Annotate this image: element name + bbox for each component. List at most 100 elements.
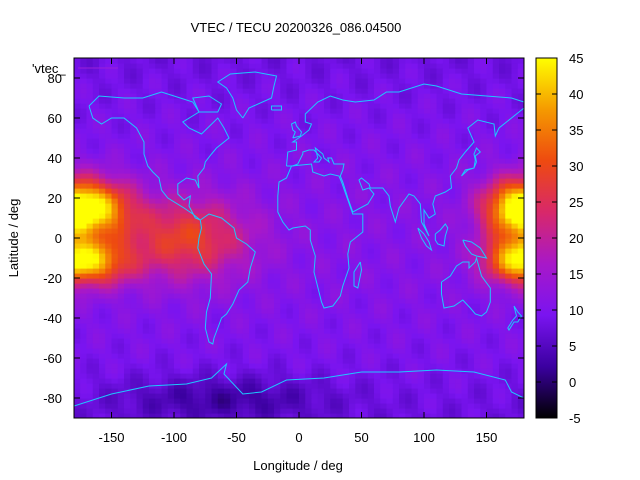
- heat-cell: [180, 278, 188, 284]
- heat-cell: [230, 238, 238, 244]
- heat-cell: [86, 248, 94, 254]
- heat-cell: [361, 373, 369, 379]
- heat-cell: [430, 178, 438, 184]
- heat-cell: [167, 88, 175, 94]
- heat-cell: [74, 383, 81, 389]
- heat-cell: [117, 193, 125, 199]
- heat-cell: [424, 248, 431, 254]
- heat-cell: [105, 298, 113, 304]
- heat-cell: [117, 403, 125, 409]
- heat-cell: [305, 338, 313, 344]
- heat-cell: [124, 213, 131, 219]
- heat-cell: [199, 218, 206, 224]
- heat-cell: [317, 133, 325, 139]
- heat-cell: [392, 313, 400, 319]
- heat-cell: [430, 238, 438, 244]
- heat-cell: [336, 148, 344, 154]
- heat-cell: [274, 178, 281, 184]
- heat-cell: [236, 408, 244, 414]
- heat-cell: [430, 248, 438, 254]
- heat-cell: [292, 153, 300, 159]
- heat-cell: [249, 168, 256, 174]
- heat-cell: [149, 323, 156, 329]
- heat-cell: [499, 293, 506, 299]
- heat-cell: [111, 148, 119, 154]
- heat-cell: [405, 88, 413, 94]
- heat-cell: [80, 278, 88, 284]
- heat-cell: [399, 378, 406, 384]
- heat-cell: [124, 353, 131, 359]
- heat-cell: [292, 243, 300, 249]
- heat-cell: [374, 178, 381, 184]
- heat-cell: [280, 303, 288, 309]
- heat-cell: [467, 98, 475, 104]
- heat-cell: [174, 298, 181, 304]
- heat-cell: [205, 363, 213, 369]
- heat-cell: [217, 403, 225, 409]
- heat-cell: [336, 278, 344, 284]
- heat-cell: [411, 163, 419, 169]
- heat-cell: [324, 238, 331, 244]
- heat-cell: [430, 323, 438, 329]
- heat-cell: [105, 243, 113, 249]
- heat-cell: [280, 123, 288, 129]
- heat-cell: [324, 98, 331, 104]
- heat-cell: [486, 258, 494, 264]
- heat-cell: [380, 118, 388, 124]
- heat-cell: [474, 378, 481, 384]
- heat-cell: [405, 278, 413, 284]
- heat-cell: [330, 248, 338, 254]
- heat-cell: [111, 343, 119, 349]
- heat-cell: [355, 328, 363, 334]
- heat-cell: [261, 198, 269, 204]
- heat-cell: [105, 348, 113, 354]
- heat-cell: [192, 353, 200, 359]
- heat-cell: [324, 378, 331, 384]
- heat-cell: [355, 133, 363, 139]
- heat-cell: [211, 183, 219, 189]
- heat-cell: [80, 373, 88, 379]
- heat-cell: [349, 323, 356, 329]
- heat-cell: [449, 83, 456, 89]
- heat-cell: [292, 198, 300, 204]
- heat-cell: [124, 123, 131, 129]
- heat-cell: [455, 243, 463, 249]
- heat-cell: [167, 203, 175, 209]
- heat-cell: [511, 368, 519, 374]
- heat-cell: [474, 248, 481, 254]
- heat-cell: [461, 303, 469, 309]
- heat-cell: [199, 293, 206, 299]
- heat-cell: [199, 398, 206, 404]
- heat-cell: [342, 78, 350, 84]
- heat-cell: [349, 178, 356, 184]
- heat-cell: [74, 183, 81, 189]
- heat-cell: [342, 243, 350, 249]
- heat-cell: [224, 208, 231, 214]
- heat-cell: [92, 408, 100, 414]
- heat-cell: [124, 413, 131, 418]
- heat-cell: [461, 228, 469, 234]
- heat-cell: [280, 118, 288, 124]
- heat-cell: [517, 338, 524, 344]
- heat-cell: [474, 133, 481, 139]
- heat-cell: [280, 213, 288, 219]
- heat-cell: [99, 333, 106, 339]
- heat-cell: [342, 178, 350, 184]
- heat-cell: [480, 258, 488, 264]
- heat-cell: [505, 223, 513, 229]
- heat-cell: [167, 83, 175, 89]
- heat-cell: [386, 253, 394, 259]
- heat-cell: [336, 333, 344, 339]
- heat-cell: [499, 93, 506, 99]
- heat-cell: [205, 88, 213, 94]
- heat-cell: [186, 228, 194, 234]
- heat-cell: [255, 243, 263, 249]
- heat-cell: [461, 348, 469, 354]
- heat-cell: [405, 368, 413, 374]
- heat-cell: [236, 343, 244, 349]
- heat-cell: [117, 203, 125, 209]
- heat-cell: [124, 88, 131, 94]
- heat-cell: [161, 203, 169, 209]
- heat-cell: [411, 408, 419, 414]
- heat-cell: [361, 413, 369, 418]
